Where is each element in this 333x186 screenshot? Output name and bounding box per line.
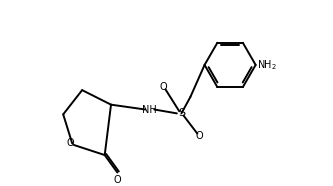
- Text: S: S: [178, 108, 185, 118]
- Text: O: O: [67, 138, 75, 148]
- Text: O: O: [195, 131, 203, 141]
- Text: NH$_2$: NH$_2$: [257, 58, 277, 72]
- Text: NH: NH: [143, 105, 157, 115]
- Text: O: O: [114, 175, 121, 185]
- Text: O: O: [160, 82, 167, 92]
